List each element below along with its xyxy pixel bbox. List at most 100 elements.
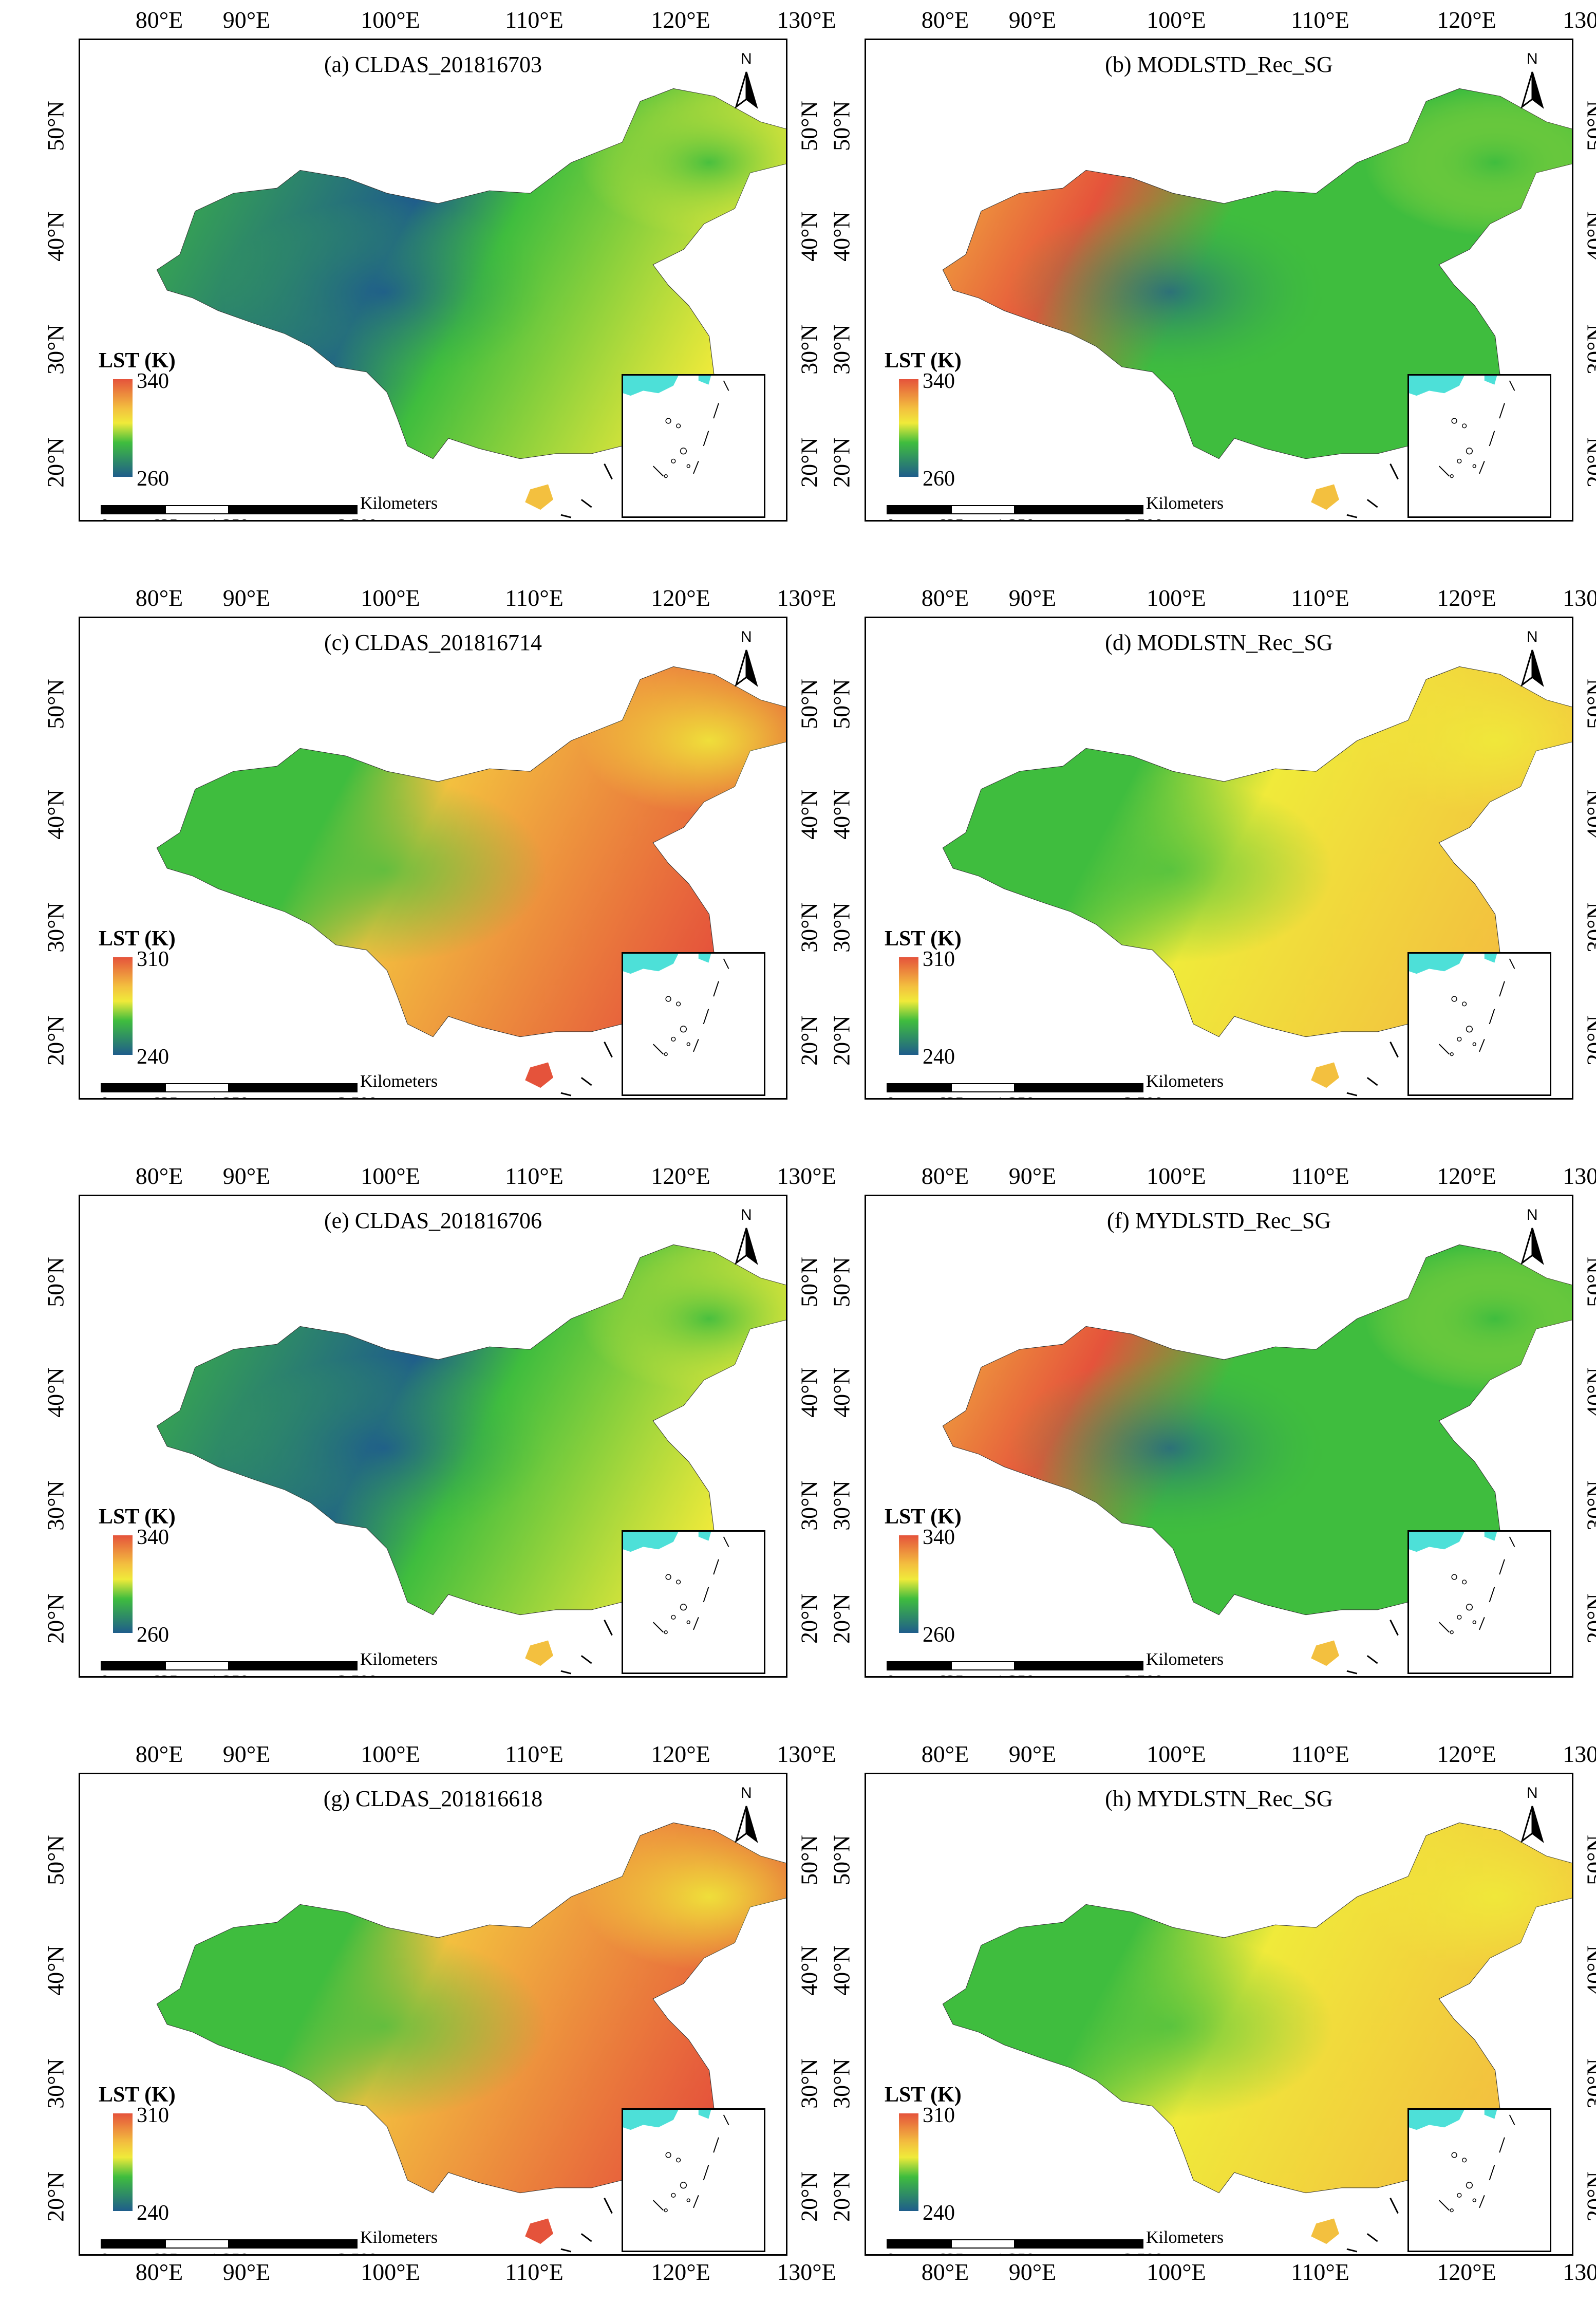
hainan-island: [1311, 1062, 1339, 1088]
lat-tick-right: 40°N: [1582, 789, 1596, 840]
scale-label: 1,250: [210, 516, 249, 520]
color-bar: [899, 1535, 918, 1633]
inset-map: [622, 1530, 765, 1674]
lat-tick-left: 40°N: [42, 211, 69, 262]
scale-label: 1,250: [996, 1672, 1035, 1676]
color-bar-min: 260: [137, 1623, 169, 1647]
lat-tick-left: 30°N: [42, 1480, 69, 1531]
lon-tick-top: 110°E: [505, 1163, 564, 1189]
map-frame: (g) CLDAS_201816618 N LST (K) 310 240 Kilome…: [79, 1773, 787, 2256]
panel-title: (e) CLDAS_201816706: [324, 1208, 542, 1233]
color-bar: [899, 379, 918, 477]
map-frame: (b) MODLSTD_Rec_SG N LST (K) 340 260 Kilomet…: [865, 39, 1573, 522]
panel-title: (c) CLDAS_201816714: [324, 630, 542, 655]
lon-tick-top: 90°E: [222, 7, 271, 33]
lon-tick-top: 110°E: [505, 585, 564, 611]
inset-islands: [664, 2152, 690, 2213]
map-panel-h: 80°E 80°E 90°E 90°E 100°E 100°E 110°E 110°E 120°…: [817, 1734, 1596, 2285]
inset-islands: [1450, 1574, 1476, 1634]
lon-tick-bottom: 120°E: [651, 2259, 710, 2285]
lat-tick-right: 50°N: [1582, 1835, 1596, 1885]
map-frame: (h) MYDLSTN_Rec_SG N LST (K) 310 240 Kilomet…: [865, 1773, 1573, 2256]
map-panel-c: 80°E 90°E 100°E 110°E 120°E 130°E 50°N 50°N 40°N…: [31, 578, 836, 1100]
color-bar: [113, 2113, 133, 2211]
inset-islands: [664, 996, 690, 1056]
lon-tick-top: 80°E: [921, 1741, 969, 1767]
lon-tick-bottom: 110°E: [505, 2259, 564, 2285]
lon-tick-top: 110°E: [1291, 1163, 1349, 1189]
color-bar: [899, 2113, 918, 2211]
inset-map: [622, 2108, 765, 2252]
legend-title: LST (K): [885, 2083, 962, 2107]
scale-bar: [887, 1083, 1143, 1092]
panel-title: (h) MYDLSTN_Rec_SG: [1105, 1786, 1333, 1811]
inset-land: [623, 1532, 679, 1552]
scale-label: 0: [887, 516, 895, 520]
legend-title: LST (K): [99, 927, 176, 951]
color-bar-min: 260: [923, 467, 955, 491]
lat-tick-left: 50°N: [828, 1835, 855, 1885]
lon-tick-bottom: 100°E: [1147, 2259, 1206, 2285]
scale-label: 1,250: [996, 1094, 1035, 1098]
lon-tick-top: 110°E: [505, 1741, 564, 1767]
lon-tick-bottom: 90°E: [222, 2259, 271, 2285]
northeast-shade: [943, 666, 1572, 1037]
map-frame: (c) CLDAS_201816714 N LST (K) 310 240 Kilome…: [79, 617, 787, 1100]
north-label: N: [1527, 50, 1538, 67]
inset-islands: [1450, 996, 1476, 1056]
scale-label: 625: [938, 2250, 964, 2254]
lon-tick-top: 110°E: [505, 7, 564, 33]
scale-label: 625: [938, 1094, 964, 1098]
color-bar-max: 310: [923, 2104, 955, 2127]
legend-title: LST (K): [885, 349, 962, 373]
color-bar-max: 340: [923, 1526, 955, 1549]
lat-tick-right: 30°N: [1582, 2058, 1596, 2109]
hainan-island: [525, 1640, 553, 1666]
lat-tick-left: 40°N: [42, 789, 69, 840]
lon-tick-top: 130°E: [1563, 7, 1596, 33]
scale-bar: [101, 2239, 358, 2249]
inset-map: [622, 374, 765, 518]
lst-map: [156, 88, 786, 518]
scale-label: 2,500: [338, 516, 378, 520]
map-panel-a: 80°E 90°E 100°E 110°E 120°E 130°E 50°N 50°N 40°N…: [31, 0, 836, 522]
lon-tick-top: 110°E: [1291, 585, 1349, 611]
lon-tick-top: 90°E: [1008, 7, 1057, 33]
inset-dashes: [1439, 958, 1515, 1055]
scale-label: 1,250: [210, 1094, 249, 1098]
lst-map: [156, 1244, 786, 1675]
lst-map: [156, 666, 786, 1097]
inset-land: [623, 376, 679, 396]
color-bar: [113, 957, 133, 1055]
panel-title: (a) CLDAS_201816703: [324, 52, 542, 77]
inset-dashes: [653, 958, 729, 1055]
scale-label: 1,250: [210, 2250, 249, 2254]
lon-tick-bottom: 130°E: [777, 2259, 836, 2285]
inset-islands: [664, 1574, 690, 1634]
lat-tick-left: 40°N: [42, 1945, 69, 1996]
scale-label: 625: [938, 1672, 964, 1676]
scale-unit: Kilometers: [360, 1072, 438, 1091]
lat-tick-left: 30°N: [828, 2058, 855, 2109]
lon-tick-top: 100°E: [361, 7, 420, 33]
inset-map: [1407, 952, 1551, 1096]
color-bar-max: 340: [137, 1526, 169, 1549]
color-bar: [113, 1535, 133, 1633]
lon-tick-bottom: 80°E: [921, 2259, 969, 2285]
scale-label: 2,500: [338, 1672, 378, 1676]
lon-tick-top: 100°E: [361, 1163, 420, 1189]
map-frame: (f) MYDLSTD_Rec_SG N LST (K) 340 260 Kilomet…: [865, 1195, 1573, 1678]
inset-map: [1407, 2108, 1551, 2252]
lon-tick-top: 100°E: [361, 585, 420, 611]
lon-tick-top: 130°E: [777, 1163, 836, 1189]
color-bar-max: 310: [137, 948, 169, 971]
lat-tick-left: 50°N: [42, 1835, 69, 1885]
northeast-shade: [157, 1244, 786, 1615]
lon-tick-top: 90°E: [1008, 585, 1057, 611]
lat-tick-left: 30°N: [828, 1480, 855, 1531]
color-bar-min: 240: [137, 2201, 169, 2225]
hainan-island: [525, 2218, 553, 2244]
lat-tick-left: 40°N: [828, 1367, 855, 1418]
inset-islands: [664, 418, 690, 478]
lon-tick-bottom: 110°E: [1291, 2259, 1349, 2285]
